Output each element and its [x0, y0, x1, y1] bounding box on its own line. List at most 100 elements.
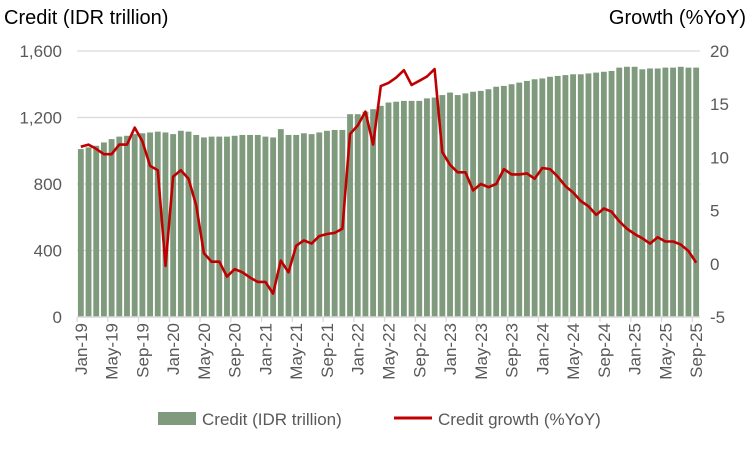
x-tick-label: Sep-20	[226, 323, 245, 378]
x-tick-label: Jan-23	[441, 323, 460, 375]
credit-bar	[270, 137, 277, 317]
credit-bar	[454, 95, 461, 318]
credit-bar	[377, 105, 384, 317]
credit-bar	[285, 134, 292, 317]
left-axis-title: Credit (IDR trillion)	[4, 7, 168, 29]
credit-bar	[639, 69, 646, 317]
x-tick-label: May-23	[472, 323, 491, 380]
x-tick-label: May-25	[656, 323, 675, 380]
credit-bar	[124, 135, 130, 317]
credit-bar	[247, 134, 253, 317]
credit-bar	[116, 136, 123, 317]
credit-bar	[154, 131, 161, 317]
x-tick-label: May-22	[380, 323, 399, 380]
credit-bar	[393, 101, 400, 317]
credit-bar	[439, 95, 446, 318]
credit-bar	[424, 98, 430, 317]
credit-bar	[662, 67, 669, 317]
credit-bar	[447, 92, 453, 317]
credit-bar	[647, 68, 653, 317]
x-tick-label: Jan-22	[349, 323, 368, 375]
x-tick-label: Sep-19	[133, 323, 152, 378]
credit-bar	[524, 80, 530, 317]
x-tick-label: Sep-25	[687, 323, 706, 378]
left-tick-label: 0	[53, 308, 62, 327]
x-tick-label: Jan-21	[256, 323, 275, 375]
credit-bar	[100, 142, 107, 317]
x-tick-label: Jan-20	[164, 323, 183, 375]
credit-bar	[600, 71, 607, 317]
right-tick-label: 10	[710, 148, 729, 167]
credit-bar	[177, 130, 184, 317]
credit-bar	[562, 75, 569, 317]
credit-bar	[331, 129, 338, 317]
credit-bar	[354, 114, 361, 317]
credit-bar	[239, 134, 246, 317]
credit-bar	[493, 86, 500, 318]
right-tick-label: 5	[710, 202, 719, 221]
x-tick-label: May-19	[103, 323, 122, 380]
credit-bar	[577, 74, 584, 318]
right-tick-label: 15	[710, 95, 729, 114]
credit-bar	[516, 82, 523, 318]
x-tick-label: Sep-21	[318, 323, 337, 378]
credit-bar	[147, 132, 153, 317]
credit-bar	[608, 70, 615, 317]
credit-bar	[631, 66, 638, 317]
left-tick-label: 1,200	[19, 109, 62, 128]
credit-bar	[93, 145, 100, 317]
credit-bar	[347, 114, 353, 317]
credit-bar	[554, 75, 561, 317]
credit-bar	[477, 90, 484, 318]
credit-bar	[654, 68, 661, 317]
credit-bar	[400, 100, 407, 317]
credit-bar	[324, 130, 330, 317]
credit-bar	[670, 67, 677, 317]
credit-bar	[470, 91, 477, 317]
left-tick-label: 1,600	[19, 42, 62, 61]
credit-bar	[108, 139, 115, 317]
x-tick-label: Jan-24	[533, 323, 552, 375]
credit-bar	[370, 109, 377, 317]
credit-bar	[216, 136, 223, 317]
legend-label-credit: Credit (IDR trillion)	[202, 410, 342, 429]
credit-bar	[385, 102, 392, 317]
credit-bar	[277, 129, 284, 317]
legend: Credit (IDR trillion) Credit growth (%Yo…	[158, 410, 601, 429]
credit-bar	[462, 93, 469, 317]
right-tick-label: -5	[710, 308, 725, 327]
credit-bar	[262, 136, 269, 317]
credit-bar	[585, 73, 592, 317]
credit-bar	[224, 136, 230, 317]
credit-bar	[362, 111, 369, 318]
credit-bar	[131, 134, 138, 317]
right-axis-title: Growth (%YoY)	[609, 7, 746, 29]
credit-bar	[547, 76, 553, 317]
credit-bar	[254, 134, 261, 317]
credit-bar	[300, 133, 307, 317]
credit-bar	[162, 132, 169, 317]
left-tick-label: 800	[34, 175, 62, 194]
credit-bar	[170, 134, 177, 317]
credit-bar	[308, 134, 315, 317]
credit-bar	[500, 85, 507, 317]
credit-bar	[693, 67, 700, 317]
credit-bar	[531, 79, 538, 317]
x-tick-label: Jan-19	[72, 323, 91, 375]
credit-growth-line	[80, 67, 698, 295]
credit-bar	[316, 132, 323, 317]
x-tick-label: Jan-25	[626, 323, 645, 375]
credit-bar	[624, 66, 630, 317]
left-tick-label: 400	[34, 242, 62, 261]
credit-bar	[570, 74, 577, 318]
credit-bar	[200, 137, 207, 317]
x-tick-label: Sep-22	[410, 323, 429, 378]
x-tick-label: Sep-23	[503, 323, 522, 378]
credit-bar	[539, 78, 546, 318]
credit-bar	[593, 72, 600, 317]
credit-bar	[293, 134, 300, 317]
legend-swatch-credit	[158, 412, 196, 425]
x-tick-label: May-21	[287, 323, 306, 380]
credit-bar	[508, 84, 515, 317]
